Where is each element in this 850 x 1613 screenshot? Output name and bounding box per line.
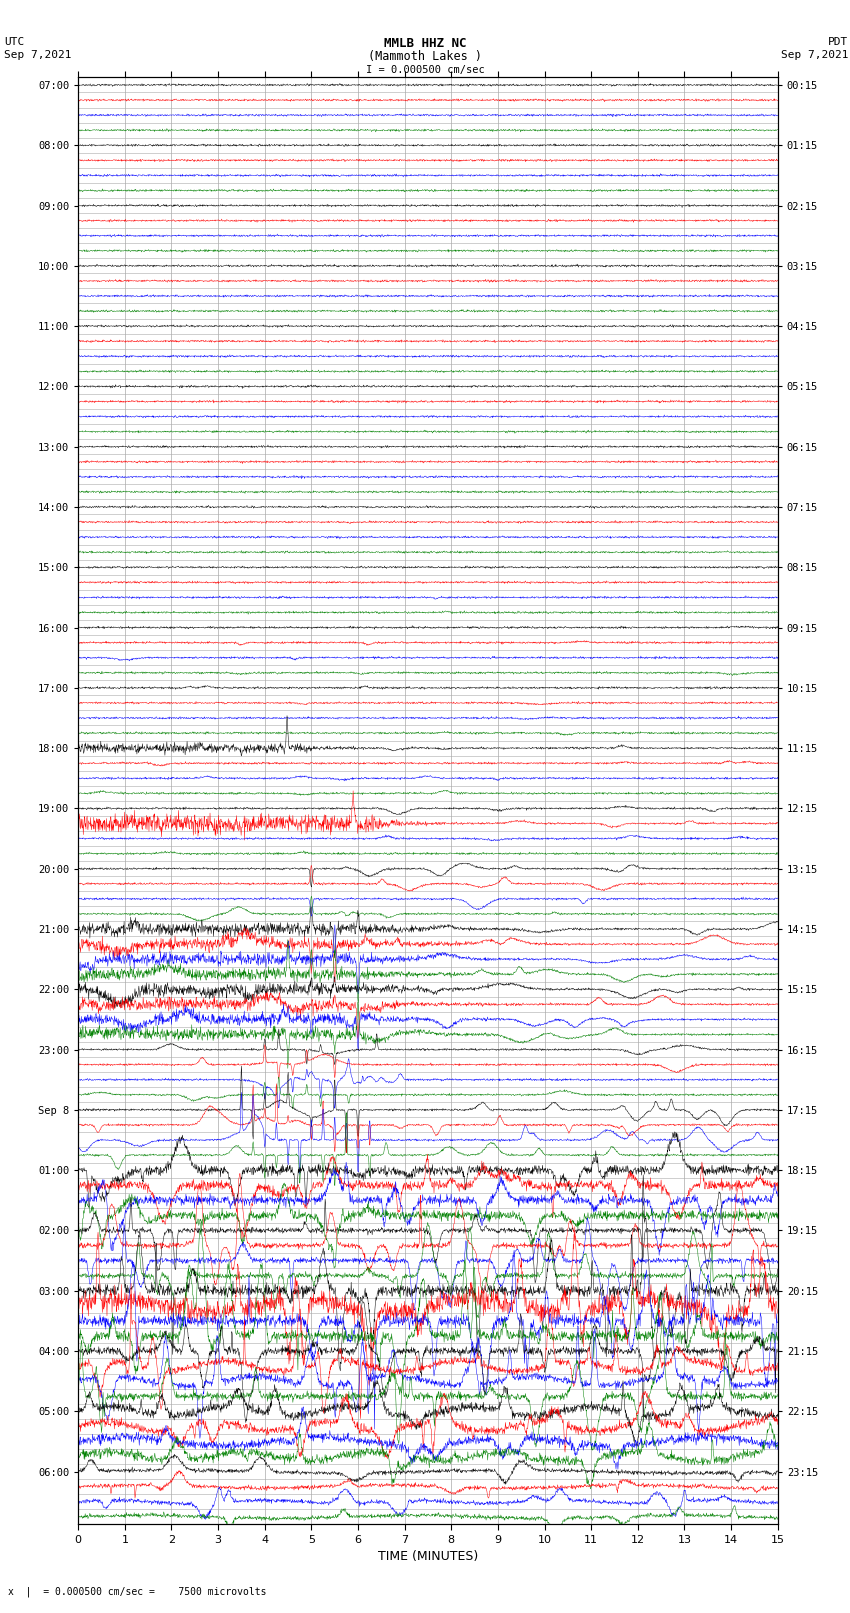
Text: UTC: UTC: [4, 37, 25, 47]
Text: Sep 7,2021: Sep 7,2021: [781, 50, 848, 60]
X-axis label: TIME (MINUTES): TIME (MINUTES): [378, 1550, 478, 1563]
Text: Sep 7,2021: Sep 7,2021: [4, 50, 71, 60]
Text: I = 0.000500 cm/sec: I = 0.000500 cm/sec: [366, 65, 484, 74]
Text: PDT: PDT: [828, 37, 848, 47]
Text: (Mammoth Lakes ): (Mammoth Lakes ): [368, 50, 482, 63]
Text: x  |  = 0.000500 cm/sec =    7500 microvolts: x | = 0.000500 cm/sec = 7500 microvolts: [8, 1586, 267, 1597]
Text: MMLB HHZ NC: MMLB HHZ NC: [383, 37, 467, 50]
